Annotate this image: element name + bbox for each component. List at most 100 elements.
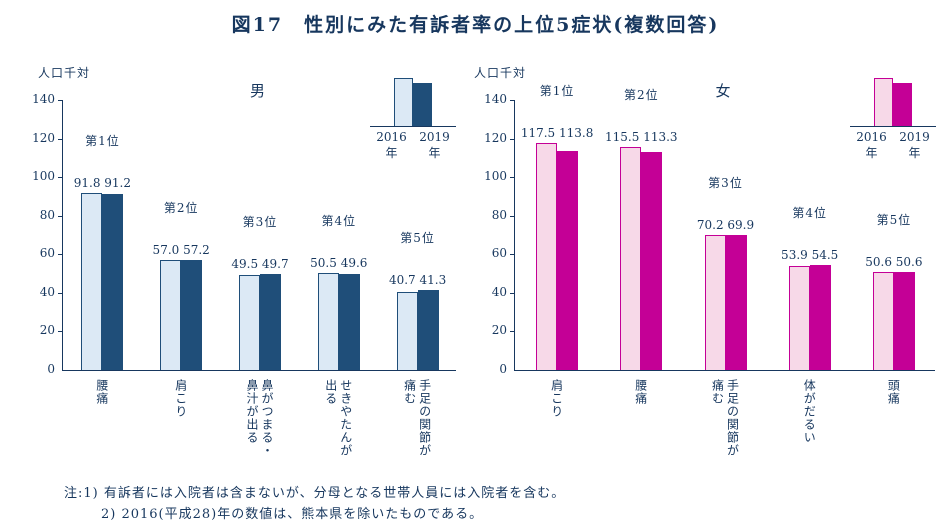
category-label: 手足の関節が痛む: [402, 379, 432, 457]
rank-label: 第2位: [163, 200, 199, 215]
y-tick-label: 0: [47, 362, 55, 376]
rank-label: 第3位: [708, 175, 743, 190]
y-tick-mark: [510, 138, 515, 140]
legend-swatch-2019: [413, 83, 432, 126]
bar-2016: [160, 260, 182, 370]
category-label: 体がだるい: [802, 379, 817, 444]
y-tick-mark: [510, 177, 515, 179]
y-tick-mark: [510, 100, 515, 101]
bar-2016: [81, 192, 103, 370]
bar-2019: [102, 194, 124, 370]
bar-group: [396, 290, 439, 370]
bar-2019: [809, 264, 831, 370]
y-axis-unit-label: 人口千対: [474, 66, 527, 80]
value-label: 117.5 113.8: [520, 126, 594, 141]
legend-bars: [370, 78, 456, 126]
legend-swatch-2016: [874, 78, 893, 126]
y-tick-label: 0: [499, 362, 507, 376]
legend-label: 2016 年: [850, 130, 893, 161]
y-tick-label: 100: [32, 169, 55, 184]
bar-group: [239, 274, 281, 370]
legend-labels: 2016 年 2019 年: [850, 130, 936, 161]
y-tick-mark: [58, 292, 63, 294]
y-tick-label: 20: [491, 323, 507, 338]
bar-group: [160, 259, 203, 370]
category-label: 腰痛: [94, 379, 109, 405]
y-tick-mark: [510, 331, 515, 333]
legend-bars: [850, 78, 936, 126]
bar-2019: [725, 235, 747, 370]
category-label: 腰痛: [633, 379, 648, 405]
legend-label: 2016 年: [370, 130, 413, 161]
value-label: 115.5 113.3: [605, 130, 678, 145]
legend-year-suffix: 年: [385, 145, 398, 160]
y-tick-label: 80: [491, 207, 507, 222]
y-tick-label: 100: [484, 169, 507, 184]
legend-year-suffix: 年: [865, 145, 878, 160]
value-label: 57.0 57.2: [152, 242, 210, 257]
rank-label: 第4位: [321, 213, 357, 228]
bar-group: [317, 272, 360, 370]
bar-2019: [557, 150, 579, 370]
footnote-2: 2) 2016(平成28)年の数値は、熊本県を除いたものである。: [101, 506, 484, 522]
value-label: 91.8 91.2: [73, 175, 132, 190]
bar-2019: [893, 272, 915, 370]
legend-labels: 2016 年 2019 年: [370, 130, 456, 161]
legend-year-suffix: 年: [428, 145, 441, 160]
legend-label: 2019 年: [413, 130, 456, 161]
legend-axis-line: [850, 126, 936, 127]
y-tick-mark: [58, 215, 63, 217]
legend-year: 2016: [376, 130, 407, 144]
y-tick-mark: [58, 138, 63, 140]
y-axis-unit-label: 人口千対: [38, 66, 91, 80]
y-tick-label: 60: [39, 246, 55, 261]
legend-year: 2016: [856, 130, 887, 144]
category-label: 手足の関節が痛む: [710, 379, 740, 457]
bar-group: [704, 234, 747, 370]
y-tick-label: 40: [39, 284, 55, 299]
legend: 2016 年 2019 年: [370, 78, 456, 161]
bar-2016: [872, 272, 894, 370]
category-label: 頭痛: [886, 379, 901, 405]
y-tick-label: 40: [491, 284, 507, 299]
rank-label: 第5位: [876, 213, 912, 228]
category-label: 鼻がつまる・鼻汁が出る: [245, 379, 274, 457]
y-tick-mark: [58, 331, 63, 333]
bar-group: [620, 147, 663, 370]
footnotes: 注:1) 有訴者には入院者は含まないが、分母となる世帯人員には入院者を含む。 2…: [64, 484, 565, 526]
value-label: 50.6 50.6: [865, 255, 923, 270]
y-tick-label: 60: [491, 246, 507, 261]
value-label: 70.2 69.9: [696, 217, 755, 232]
y-tick-label: 120: [484, 130, 507, 145]
plot-area: 0 20 40 60 80 100 120 140 91.8 91.2 第1位 57.0 57.2 第…: [32, 92, 456, 376]
bar-2016: [239, 274, 260, 370]
value-label: 40.7 41.3: [388, 273, 447, 288]
value-label: 53.9 54.5: [781, 247, 839, 262]
bar-group: [872, 272, 915, 370]
bar-group: [81, 192, 124, 370]
legend-year: 2019: [899, 130, 930, 144]
bar-2019: [260, 274, 281, 370]
bar-2016: [536, 143, 558, 370]
bar-2016: [317, 272, 339, 370]
bar-2016: [396, 291, 418, 370]
bar-2016: [788, 266, 810, 370]
category-label: 肩こり: [549, 379, 564, 418]
legend: 2016 年 2019 年: [850, 78, 936, 161]
y-tick-mark: [58, 100, 63, 101]
y-tick-label: 140: [484, 92, 507, 106]
bar-2019: [641, 151, 663, 370]
y-tick-label: 140: [32, 92, 55, 106]
y-tick-mark: [510, 254, 515, 256]
bar-2019: [417, 290, 439, 370]
value-label: 49.5 49.7: [231, 257, 289, 272]
chart-title-female: 女: [715, 82, 733, 100]
category-label: 肩こり: [173, 379, 188, 418]
legend-swatch-2016: [394, 78, 413, 126]
rank-label: 第1位: [85, 133, 120, 148]
bar-2016: [704, 234, 726, 370]
chart-title-male: 男: [249, 82, 267, 100]
legend-swatch-2019: [893, 83, 912, 126]
legend-year: 2019: [419, 130, 450, 144]
bar-2016: [620, 147, 642, 370]
